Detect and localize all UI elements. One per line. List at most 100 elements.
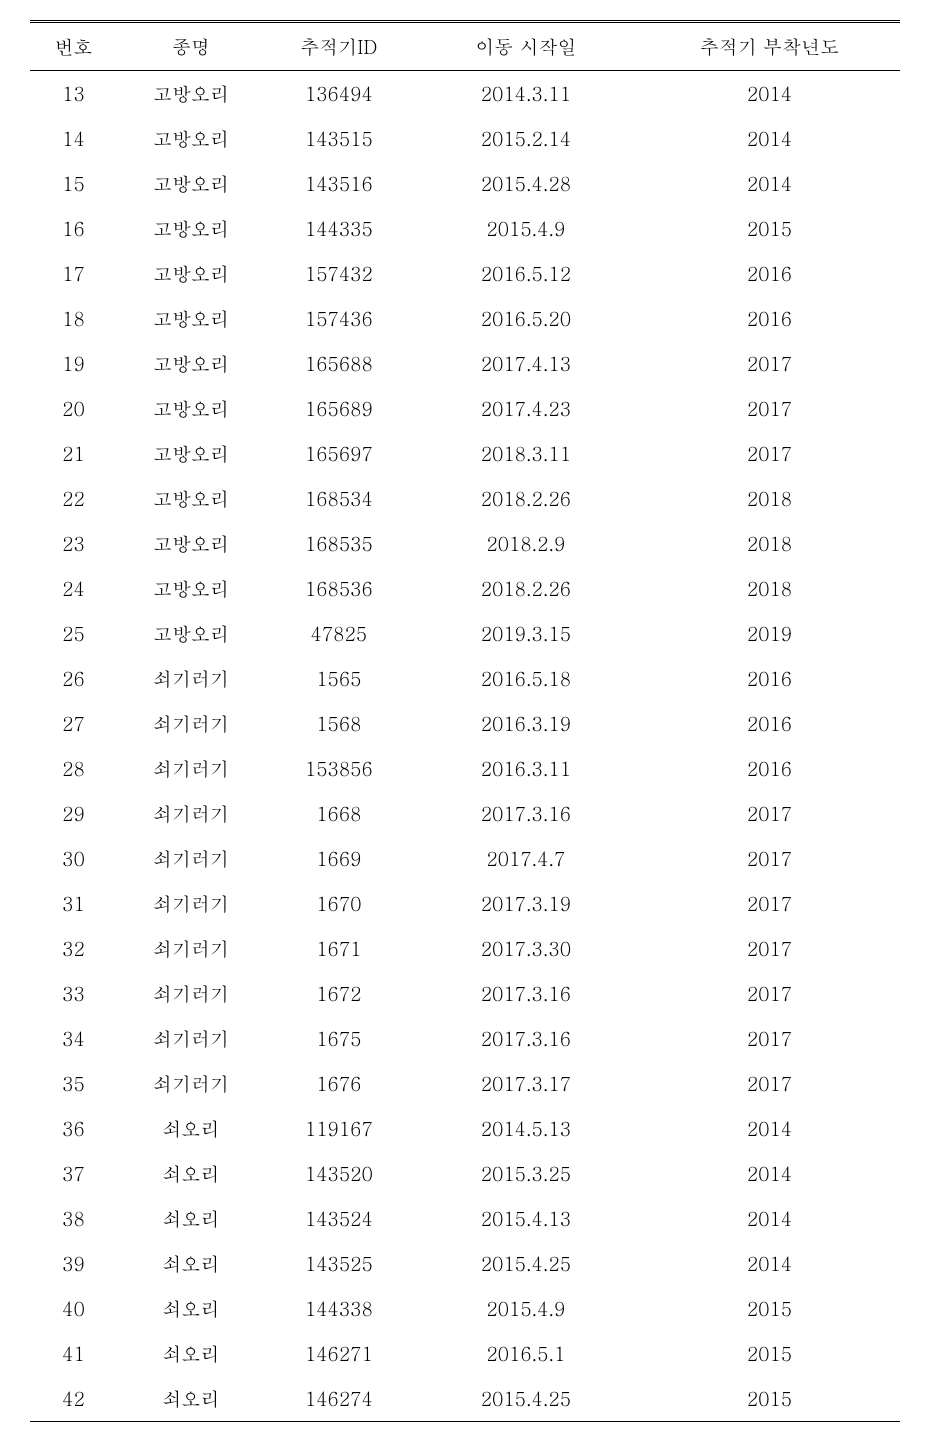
- cell-num: 38: [30, 1196, 117, 1241]
- cell-attach-year: 2016: [639, 656, 900, 701]
- cell-num: 17: [30, 251, 117, 296]
- cell-start-date: 2015.4.28: [413, 161, 639, 206]
- cell-species: 쇠오리: [117, 1106, 265, 1151]
- cell-species: 고방오리: [117, 521, 265, 566]
- table-row: 35쇠기러기16762017.3.172017: [30, 1061, 900, 1106]
- table-row: 36쇠오리1191672014.5.132014: [30, 1106, 900, 1151]
- cell-tracker-id: 143525: [265, 1241, 413, 1286]
- cell-start-date: 2017.3.16: [413, 791, 639, 836]
- cell-species: 고방오리: [117, 296, 265, 341]
- cell-tracker-id: 119167: [265, 1106, 413, 1151]
- cell-attach-year: 2016: [639, 746, 900, 791]
- cell-start-date: 2018.3.11: [413, 431, 639, 476]
- cell-attach-year: 2016: [639, 251, 900, 296]
- cell-start-date: 2017.4.13: [413, 341, 639, 386]
- cell-attach-year: 2017: [639, 386, 900, 431]
- cell-attach-year: 2018: [639, 521, 900, 566]
- table-row: 24고방오리1685362018.2.262018: [30, 566, 900, 611]
- cell-num: 22: [30, 476, 117, 521]
- table-row: 19고방오리1656882017.4.132017: [30, 341, 900, 386]
- cell-tracker-id: 157436: [265, 296, 413, 341]
- cell-start-date: 2018.2.9: [413, 521, 639, 566]
- header-num: 번호: [30, 22, 117, 71]
- cell-num: 35: [30, 1061, 117, 1106]
- cell-attach-year: 2017: [639, 1016, 900, 1061]
- cell-species: 쇠기러기: [117, 656, 265, 701]
- cell-attach-year: 2014: [639, 1106, 900, 1151]
- cell-species: 고방오리: [117, 116, 265, 161]
- table-row: 20고방오리1656892017.4.232017: [30, 386, 900, 431]
- cell-start-date: 2017.3.16: [413, 1016, 639, 1061]
- table-row: 26쇠기러기15652016.5.182016: [30, 656, 900, 701]
- cell-attach-year: 2015: [639, 1331, 900, 1376]
- cell-start-date: 2019.3.15: [413, 611, 639, 656]
- table-row: 38쇠오리1435242015.4.132014: [30, 1196, 900, 1241]
- cell-species: 고방오리: [117, 566, 265, 611]
- cell-species: 고방오리: [117, 161, 265, 206]
- table-row: 42쇠오리1462742015.4.252015: [30, 1376, 900, 1422]
- cell-start-date: 2016.3.11: [413, 746, 639, 791]
- cell-tracker-id: 136494: [265, 71, 413, 117]
- cell-start-date: 2017.3.19: [413, 881, 639, 926]
- cell-start-date: 2015.2.14: [413, 116, 639, 161]
- cell-species: 쇠기러기: [117, 1016, 265, 1061]
- cell-tracker-id: 1675: [265, 1016, 413, 1061]
- cell-num: 31: [30, 881, 117, 926]
- table-header: 번호 종명 추적기ID 이동 시작일 추적기 부착년도: [30, 22, 900, 71]
- cell-attach-year: 2014: [639, 161, 900, 206]
- cell-num: 34: [30, 1016, 117, 1061]
- cell-num: 15: [30, 161, 117, 206]
- cell-species: 고방오리: [117, 431, 265, 476]
- table-row: 29쇠기러기16682017.3.162017: [30, 791, 900, 836]
- cell-tracker-id: 47825: [265, 611, 413, 656]
- cell-attach-year: 2014: [639, 71, 900, 117]
- cell-num: 24: [30, 566, 117, 611]
- cell-num: 39: [30, 1241, 117, 1286]
- table-row: 37쇠오리1435202015.3.252014: [30, 1151, 900, 1196]
- table-row: 27쇠기러기15682016.3.192016: [30, 701, 900, 746]
- table-row: 25고방오리478252019.3.152019: [30, 611, 900, 656]
- cell-species: 쇠오리: [117, 1331, 265, 1376]
- cell-start-date: 2016.5.12: [413, 251, 639, 296]
- cell-species: 고방오리: [117, 476, 265, 521]
- cell-attach-year: 2015: [639, 1376, 900, 1422]
- cell-attach-year: 2016: [639, 296, 900, 341]
- cell-attach-year: 2017: [639, 341, 900, 386]
- cell-species: 고방오리: [117, 386, 265, 431]
- cell-tracker-id: 165689: [265, 386, 413, 431]
- cell-attach-year: 2014: [639, 1241, 900, 1286]
- cell-attach-year: 2017: [639, 926, 900, 971]
- cell-tracker-id: 165688: [265, 341, 413, 386]
- cell-num: 29: [30, 791, 117, 836]
- cell-species: 쇠기러기: [117, 836, 265, 881]
- cell-species: 쇠오리: [117, 1241, 265, 1286]
- cell-species: 고방오리: [117, 71, 265, 117]
- cell-num: 25: [30, 611, 117, 656]
- cell-attach-year: 2018: [639, 476, 900, 521]
- cell-num: 26: [30, 656, 117, 701]
- cell-species: 고방오리: [117, 251, 265, 296]
- cell-num: 23: [30, 521, 117, 566]
- cell-species: 쇠기러기: [117, 1061, 265, 1106]
- cell-tracker-id: 157432: [265, 251, 413, 296]
- cell-attach-year: 2017: [639, 881, 900, 926]
- cell-attach-year: 2014: [639, 116, 900, 161]
- header-attach-year: 추적기 부착년도: [639, 22, 900, 71]
- cell-species: 쇠기러기: [117, 701, 265, 746]
- table-row: 32쇠기러기16712017.3.302017: [30, 926, 900, 971]
- cell-tracker-id: 165697: [265, 431, 413, 476]
- cell-num: 28: [30, 746, 117, 791]
- cell-tracker-id: 1668: [265, 791, 413, 836]
- cell-species: 쇠오리: [117, 1376, 265, 1422]
- cell-start-date: 2015.4.13: [413, 1196, 639, 1241]
- table-row: 13고방오리1364942014.3.112014: [30, 71, 900, 117]
- cell-tracker-id: 143524: [265, 1196, 413, 1241]
- cell-tracker-id: 143520: [265, 1151, 413, 1196]
- cell-tracker-id: 144335: [265, 206, 413, 251]
- table-row: 34쇠기러기16752017.3.162017: [30, 1016, 900, 1061]
- data-table: 번호 종명 추적기ID 이동 시작일 추적기 부착년도 13고방오리136494…: [30, 20, 900, 1422]
- cell-start-date: 2017.3.16: [413, 971, 639, 1016]
- cell-attach-year: 2017: [639, 791, 900, 836]
- cell-start-date: 2016.5.18: [413, 656, 639, 701]
- cell-attach-year: 2017: [639, 836, 900, 881]
